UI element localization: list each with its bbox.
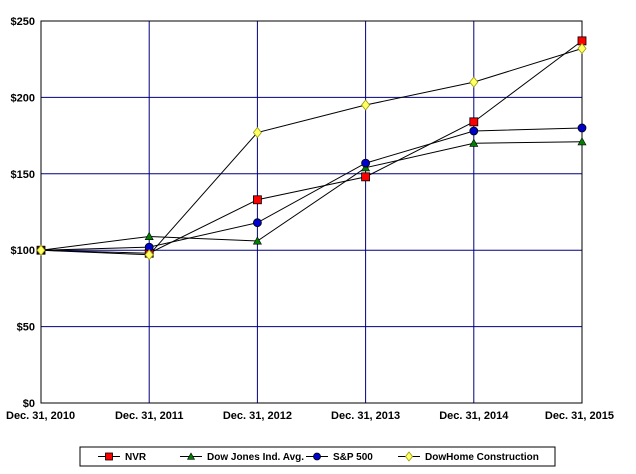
x-tick-label: Dec. 31, 2011 xyxy=(115,410,184,422)
data-point xyxy=(577,137,587,146)
y-tick-label: $50 xyxy=(17,322,35,334)
data-point xyxy=(144,231,154,240)
y-tick-label: $150 xyxy=(11,169,35,181)
legend-marker xyxy=(313,452,321,461)
legend-label: DowHome Construction xyxy=(425,452,539,463)
x-tick-label: Dec. 31, 2012 xyxy=(223,410,292,422)
data-point xyxy=(144,249,154,261)
data-point xyxy=(252,126,262,139)
series-lines xyxy=(40,40,583,256)
y-tick-label: $250 xyxy=(11,16,35,28)
x-tick-label: Dec. 31, 2010 xyxy=(6,410,75,422)
series-line-1 xyxy=(40,141,583,251)
x-tick-label: Dec. 31, 2013 xyxy=(331,410,400,422)
grid xyxy=(40,20,583,404)
data-point xyxy=(469,76,479,88)
data-point xyxy=(36,244,46,256)
data-point xyxy=(577,42,587,55)
y-tick-label: $200 xyxy=(11,92,35,104)
legend-marker xyxy=(105,452,113,461)
data-point xyxy=(361,99,371,111)
data-point xyxy=(361,158,371,168)
data-point xyxy=(252,195,262,205)
data-point xyxy=(469,117,479,127)
legend-label: S&P 500 xyxy=(333,452,373,463)
y-tick-label: $100 xyxy=(11,245,35,257)
data-point xyxy=(469,126,479,136)
legend-label: Dow Jones Ind. Avg. xyxy=(207,452,304,463)
x-tick-label: Dec. 31, 2014 xyxy=(439,410,509,422)
series-line-2 xyxy=(40,127,583,251)
data-point xyxy=(577,123,587,133)
data-point xyxy=(361,172,371,182)
legend-marker xyxy=(404,451,414,462)
legend-marker xyxy=(186,452,196,460)
series-line-3 xyxy=(40,48,583,256)
data-point xyxy=(252,218,262,228)
x-tick-label: Dec. 31, 2015 xyxy=(545,410,614,422)
legend-label: NVR xyxy=(125,452,147,463)
plot-frame xyxy=(40,20,583,404)
data-point xyxy=(252,236,262,245)
data-point xyxy=(469,138,479,147)
y-tick-label: $0 xyxy=(23,398,35,410)
legend: NVR Dow Jones Ind. Avg. S&P 500 DowHome Con… xyxy=(79,446,556,467)
series-markers xyxy=(36,36,587,261)
series-line-0 xyxy=(40,40,583,254)
x-axis-ticks: Dec. 31, 2010 Dec. 31, 2011 Dec. 31, 2012 D… xyxy=(6,410,614,422)
y-axis-ticks: $0 $50 $100 $150 $200 $250 xyxy=(11,16,35,410)
